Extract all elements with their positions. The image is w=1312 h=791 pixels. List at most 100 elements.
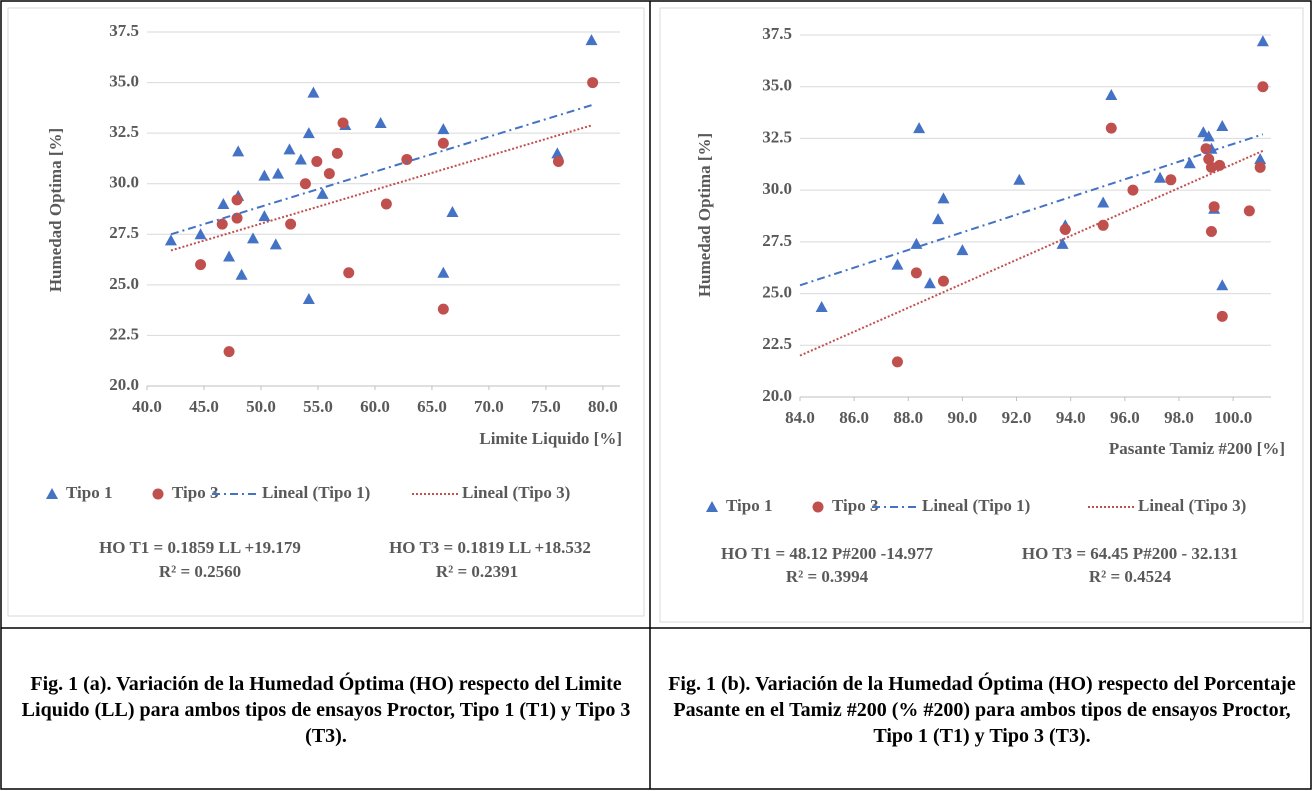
triangle-marker — [283, 143, 296, 155]
equation: R² = 0.2391 — [436, 562, 518, 581]
x-tick-label: 92.0 — [1002, 408, 1032, 427]
triangle-marker — [235, 268, 248, 280]
circle-marker — [299, 178, 311, 190]
circle-marker — [937, 275, 949, 287]
x-tick-label: 75.0 — [531, 397, 561, 416]
circle-marker — [437, 137, 449, 149]
x-tick-label: 45.0 — [189, 397, 219, 416]
circle-marker — [331, 147, 343, 159]
triangle-marker — [891, 258, 904, 270]
x-tick-label: 70.0 — [474, 397, 504, 416]
circle-marker — [1200, 143, 1212, 155]
trend-line — [799, 149, 1264, 357]
x-tick-label: 90.0 — [948, 408, 978, 427]
y-tick-label: 20.0 — [109, 375, 139, 394]
circle-marker — [231, 194, 243, 206]
triangle-marker — [258, 210, 271, 222]
x-tick-label: 96.0 — [1110, 408, 1140, 427]
y-tick-label: 25.0 — [762, 282, 792, 301]
chart-frame — [659, 7, 1304, 623]
y-axis-label: Humedad Optima [%] — [695, 133, 714, 297]
y-tick-label: 32.5 — [109, 122, 139, 141]
circle-marker — [195, 259, 207, 271]
x-tick-label: 98.0 — [1164, 408, 1194, 427]
triangle-marker — [232, 145, 245, 157]
triangle-marker — [1183, 157, 1196, 169]
circle-marker — [337, 117, 349, 129]
circle-marker — [1203, 153, 1215, 165]
circle-marker — [311, 155, 323, 167]
x-tick-label: 55.0 — [303, 397, 333, 416]
triangle-marker — [307, 86, 320, 98]
legend-label: Tipo 1 — [66, 483, 112, 502]
circle-marker — [285, 218, 297, 230]
x-tick-label: 84.0 — [785, 408, 815, 427]
y-tick-label: 27.5 — [109, 223, 139, 242]
circle-marker — [1243, 205, 1255, 217]
y-tick-label: 22.5 — [762, 334, 792, 353]
x-tick-label: 60.0 — [360, 397, 390, 416]
y-tick-label: 22.5 — [109, 324, 139, 343]
circle-marker — [1208, 201, 1220, 213]
circle-marker — [231, 212, 243, 224]
triangle-marker — [1254, 153, 1267, 165]
triangle-marker — [937, 192, 950, 204]
triangle-marker — [294, 153, 307, 165]
triangle-marker — [815, 301, 828, 313]
x-axis-label: Limite Liquido [%] — [479, 429, 622, 448]
x-axis-label: Pasante Tamiz #200 [%] — [1109, 439, 1285, 458]
x-tick-label: 100.0 — [1214, 408, 1252, 427]
y-tick-label: 30.0 — [762, 179, 792, 198]
circle-marker — [1127, 184, 1139, 196]
equation: HO T3 = 0.1819 LL +18.532 — [389, 538, 591, 557]
circle-marker — [1254, 161, 1266, 173]
equation: R² = 0.2560 — [159, 562, 241, 581]
circle-marker — [1165, 174, 1177, 186]
y-tick-label: 30.0 — [109, 173, 139, 192]
legend-label: Tipo 1 — [726, 496, 772, 515]
triangle-marker — [302, 293, 315, 305]
triangle-marker — [217, 197, 230, 209]
triangle-marker — [258, 169, 271, 181]
legend-key — [46, 488, 58, 499]
triangle-marker — [223, 250, 236, 262]
trend-line — [799, 133, 1264, 287]
circle-marker — [552, 155, 564, 167]
y-tick-label: 27.5 — [762, 231, 792, 250]
equation: R² = 0.4524 — [1089, 567, 1172, 586]
circle-marker — [223, 346, 235, 358]
equation: HO T3 = 64.45 P#200 - 32.131 — [1022, 544, 1238, 563]
trend-line — [170, 124, 593, 252]
legend-label: Lineal (Tipo 1) — [922, 496, 1030, 515]
y-axis-label: Humedad Optima [%] — [46, 128, 65, 292]
triangle-marker — [585, 34, 598, 46]
x-tick-label: 65.0 — [417, 397, 447, 416]
circle-marker — [1257, 81, 1269, 93]
circle-marker — [401, 153, 413, 165]
circle-marker — [380, 198, 392, 210]
caption: Fig. 1 (b). Variación de la Humedad Ópti… — [668, 673, 1296, 747]
legend-label: Lineal (Tipo 1) — [262, 483, 370, 502]
triangle-marker — [194, 228, 207, 240]
triangle-marker — [551, 147, 564, 159]
legend-label: Tipo 3 — [832, 496, 878, 515]
circle-marker — [323, 168, 335, 180]
triangle-marker — [316, 187, 329, 199]
legend-label: Lineal (Tipo 3) — [462, 483, 570, 502]
triangle-marker — [374, 117, 387, 129]
y-tick-label: 32.5 — [762, 127, 792, 146]
trend-line — [170, 103, 593, 236]
triangle-marker — [1256, 35, 1269, 47]
equation: R² = 0.3994 — [786, 567, 869, 586]
triangle-marker — [923, 277, 936, 289]
x-tick-label: 86.0 — [839, 408, 869, 427]
circle-marker — [1059, 223, 1071, 235]
legend-label: Lineal (Tipo 3) — [1138, 496, 1246, 515]
y-tick-label: 37.5 — [762, 24, 792, 43]
equation: HO T1 = 48.12 P#200 -14.977 — [721, 544, 933, 563]
triangle-marker — [246, 232, 259, 244]
circle-marker — [1205, 226, 1217, 238]
x-tick-label: 40.0 — [132, 397, 162, 416]
